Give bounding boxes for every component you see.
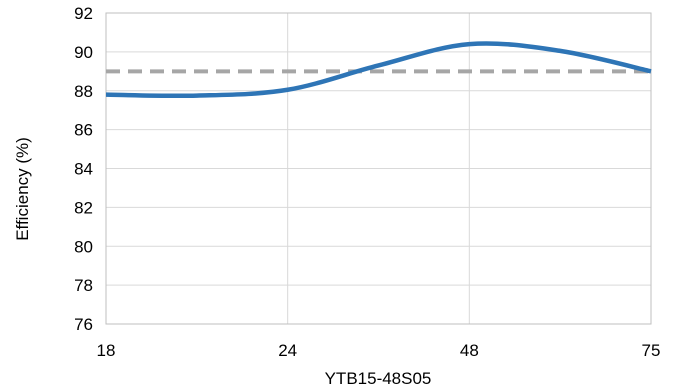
y-tick-label: 78 (74, 276, 93, 295)
x-tick-label: 24 (278, 341, 297, 360)
y-tick-label: 86 (74, 121, 93, 140)
y-tick-label: 80 (74, 237, 93, 256)
plot-area-frame (105, 12, 652, 325)
y-tick-label: 90 (74, 43, 93, 62)
y-tick-label: 84 (74, 160, 93, 179)
y-tick-label: 82 (74, 198, 93, 217)
x-axis-title: YTB15-48S05 (325, 369, 432, 388)
x-tick-label: 18 (97, 341, 116, 360)
y-tick-label: 76 (74, 315, 93, 334)
y-axis-ticks: 76 78 80 82 84 86 88 90 92 (74, 4, 93, 334)
x-tick-label: 75 (642, 341, 661, 360)
y-axis-title: Efficiency (%) (13, 137, 32, 241)
y-tick-label: 88 (74, 82, 93, 101)
x-axis-ticks: 18 24 48 75 (97, 341, 661, 360)
y-tick-label: 92 (74, 4, 93, 23)
x-tick-label: 48 (460, 341, 479, 360)
efficiency-curve (105, 41, 652, 99)
series-layer (105, 41, 652, 99)
grid (105, 12, 652, 325)
